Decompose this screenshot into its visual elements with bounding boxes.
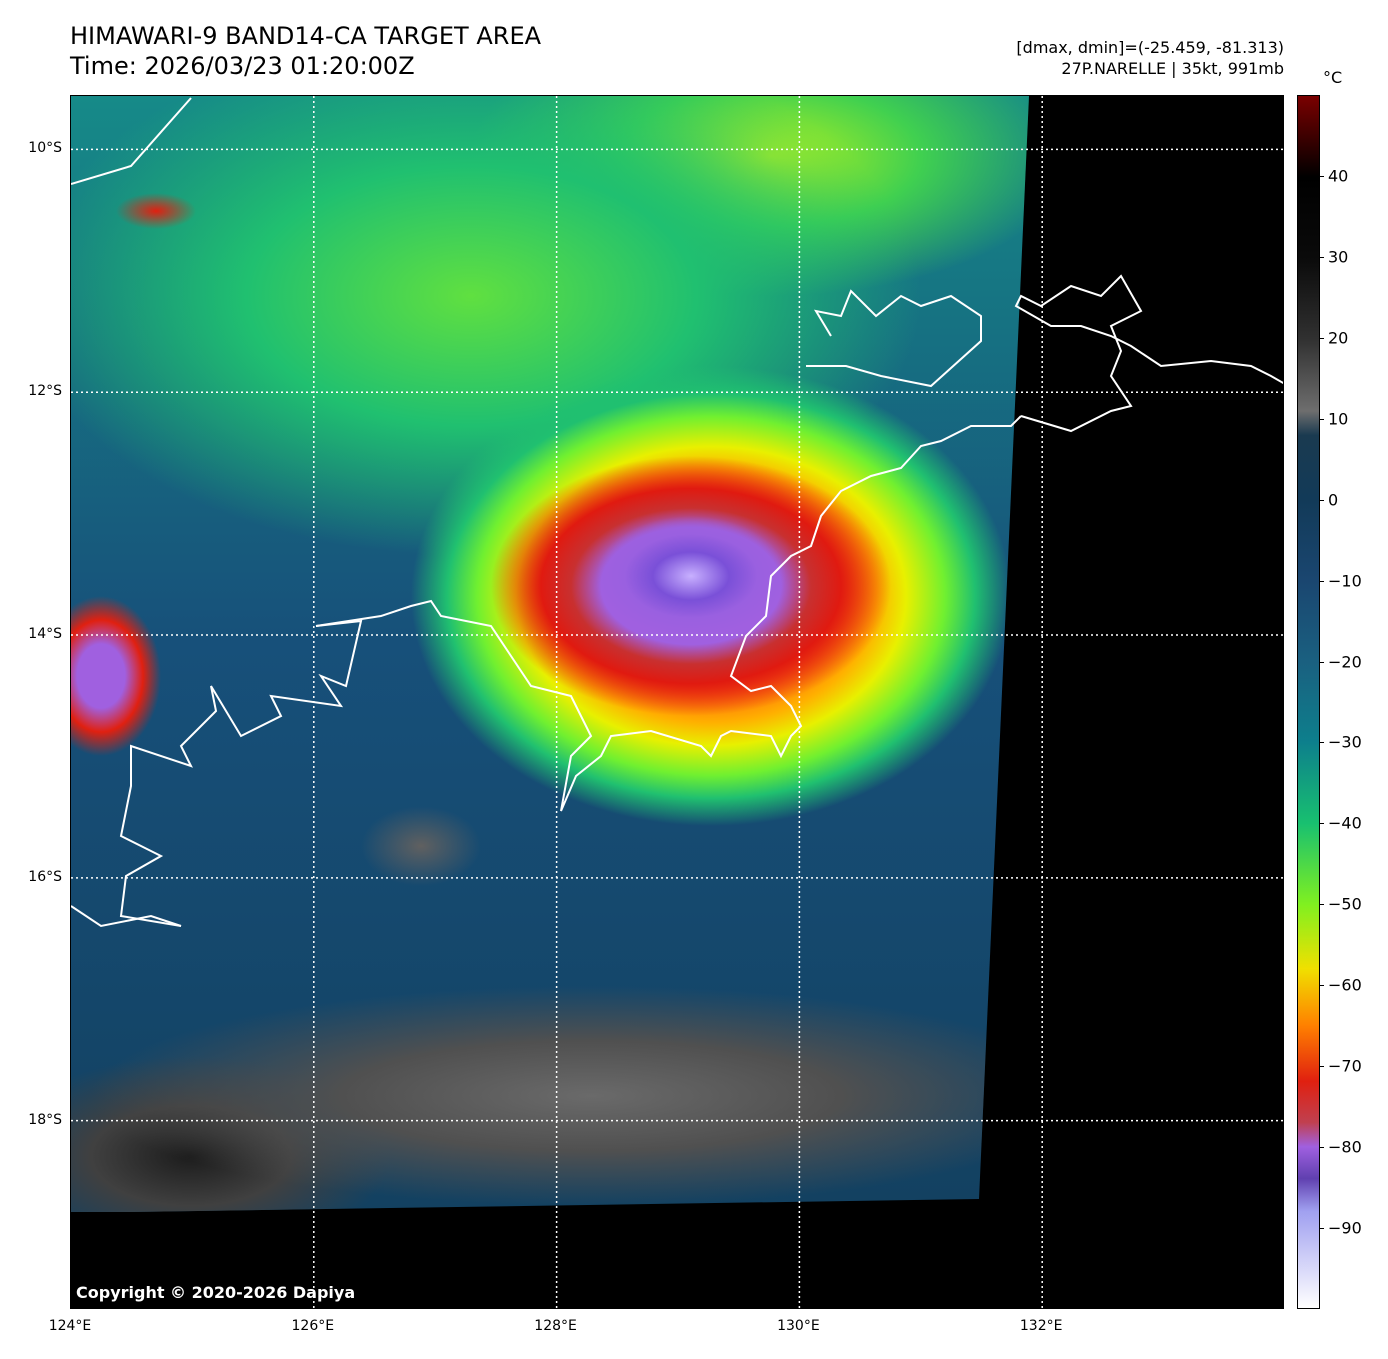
copyright-text: Copyright © 2020-2026 Dapiya bbox=[76, 1283, 356, 1302]
coastlines bbox=[71, 97, 1283, 928]
colorbar bbox=[1297, 95, 1320, 1309]
colorbar-tick-mark bbox=[1320, 337, 1324, 339]
longitude-label: 124°E bbox=[48, 1318, 92, 1334]
colorbar-tick-mark bbox=[1320, 499, 1324, 501]
colorbar-tick-label: 20 bbox=[1328, 328, 1349, 348]
latitude-label: 18°S bbox=[28, 1111, 62, 1128]
colorbar-tick-label: 40 bbox=[1328, 166, 1349, 186]
longitude-label: 128°E bbox=[534, 1318, 577, 1334]
colorbar-tick-mark bbox=[1320, 418, 1324, 420]
colorbar-tick-label: −10 bbox=[1328, 571, 1362, 591]
storm-info: 27P.NARELLE | 35kt, 991mb bbox=[1061, 59, 1284, 78]
longitude-label: 130°E bbox=[777, 1318, 820, 1334]
colorbar-tick-label: 30 bbox=[1328, 247, 1349, 267]
satellite-map: Copyright © 2020-2026 Dapiya bbox=[70, 95, 1284, 1309]
colorbar-tick-mark bbox=[1320, 1147, 1324, 1149]
figure-time: Time: 2026/03/23 01:20:00Z bbox=[70, 52, 415, 80]
graticule bbox=[71, 96, 1283, 1308]
colorbar-unit: °C bbox=[1323, 68, 1343, 87]
colorbar-tick-mark bbox=[1320, 742, 1324, 744]
colorbar-tick-label: −80 bbox=[1328, 1137, 1362, 1157]
colorbar-tick-label: 0 bbox=[1328, 490, 1339, 510]
latitude-label: 10°S bbox=[28, 140, 62, 157]
colorbar-tick-label: −40 bbox=[1328, 813, 1362, 833]
ir-imagery bbox=[71, 96, 1029, 1212]
colorbar-tick-mark bbox=[1320, 985, 1324, 987]
colorbar-tick-label: −30 bbox=[1328, 732, 1362, 752]
colorbar-tick-label: −90 bbox=[1328, 1218, 1362, 1238]
colorbar-tick-mark bbox=[1320, 1066, 1324, 1068]
colorbar-tick-label: −20 bbox=[1328, 652, 1362, 672]
longitude-label: 132°E bbox=[1019, 1318, 1063, 1334]
latitude-label: 12°S bbox=[28, 383, 62, 400]
colorbar-tick-mark bbox=[1320, 823, 1324, 825]
latitude-label: 14°S bbox=[28, 626, 62, 643]
colorbar-tick-mark bbox=[1320, 904, 1324, 906]
latitude-label: 16°S bbox=[28, 868, 62, 885]
colorbar-tick-mark bbox=[1320, 256, 1324, 258]
colorbar-tick-label: −60 bbox=[1328, 975, 1362, 995]
colorbar-tick-mark bbox=[1320, 661, 1324, 663]
temperature-range: [dmax, dmin]=(-25.459, -81.313) bbox=[1016, 38, 1284, 57]
longitude-label: 126°E bbox=[291, 1318, 335, 1334]
colorbar-tick-mark bbox=[1320, 175, 1324, 177]
colorbar-tick-mark bbox=[1320, 580, 1324, 582]
colorbar-tick-label: 10 bbox=[1328, 409, 1349, 429]
figure-title: HIMAWARI-9 BAND14-CA TARGET AREA bbox=[70, 22, 542, 50]
colorbar-tick-label: −70 bbox=[1328, 1056, 1362, 1076]
colorbar-tick-label: −50 bbox=[1328, 894, 1362, 914]
colorbar-tick-mark bbox=[1320, 1228, 1324, 1230]
